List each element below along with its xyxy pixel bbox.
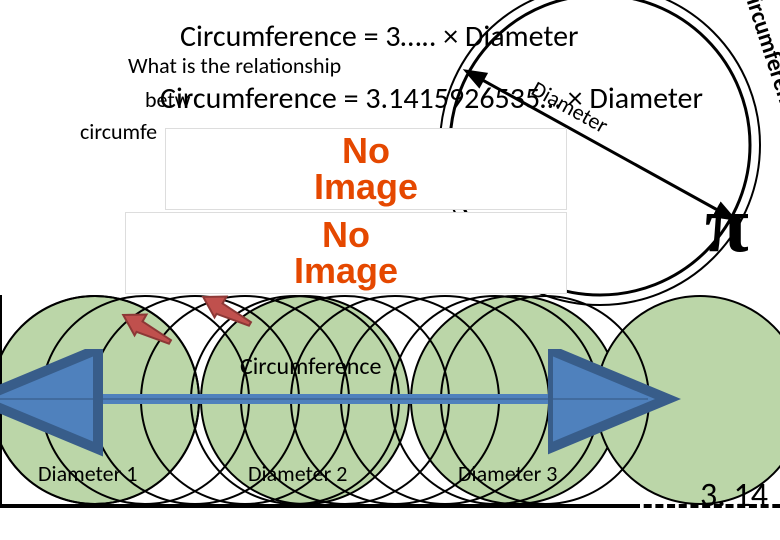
- value-314: 3. 14: [700, 475, 768, 516]
- no-image-box-1: No Image: [165, 128, 567, 210]
- diameter-label-2: Diameter 2: [248, 460, 347, 487]
- no-image-text-1b: Image: [314, 169, 418, 205]
- diameter-label-1: Diameter 1: [38, 460, 137, 487]
- no-image-text-2b: Image: [294, 253, 398, 289]
- no-image-text-1a: No: [342, 133, 390, 169]
- circumference-label: Circumference: [240, 352, 381, 381]
- diameter-label-3: Diameter 3: [458, 460, 557, 487]
- no-image-text-2a: No: [322, 217, 370, 253]
- no-image-box-2: No Image: [125, 212, 567, 294]
